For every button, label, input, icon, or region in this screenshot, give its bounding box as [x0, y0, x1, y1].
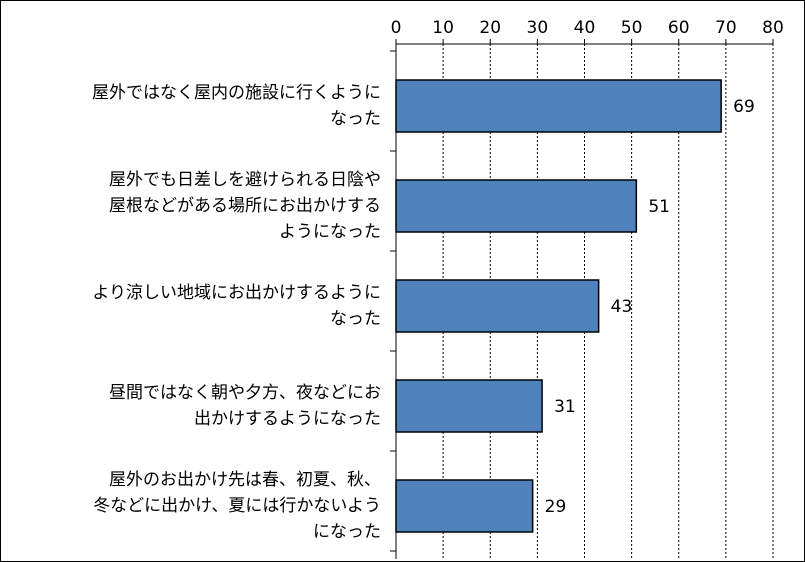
tick-label-60: 60 — [668, 18, 690, 38]
category-label-line: 昼間ではなく朝や夕方、夜などにお — [109, 383, 381, 403]
value-label-5: 29 — [545, 497, 567, 517]
category-label-line: 冬などに出かけ、夏には行かないよう — [93, 496, 381, 516]
category-label-line: より涼しい地域にお出かけするように — [92, 283, 381, 303]
tick-label-20: 20 — [479, 18, 501, 38]
category-label-1: 屋外ではなく屋内の施設に行くようになった — [11, 80, 381, 132]
category-label-line: 屋根などがある場所にお出かけする — [109, 196, 381, 216]
bar-1 — [395, 79, 722, 133]
category-label-line: ようになった — [279, 222, 381, 242]
tick-label-0: 0 — [391, 18, 402, 38]
value-label-1: 69 — [733, 97, 755, 117]
bar-5 — [395, 479, 534, 533]
category-label-5: 屋外のお出かけ先は春、初夏、秋、冬などに出かけ、夏には行かないようになった — [11, 467, 381, 545]
tick-label-50: 50 — [621, 18, 643, 38]
category-label-line: なった — [330, 109, 381, 129]
bar-4 — [395, 379, 543, 433]
tick-label-70: 70 — [715, 18, 737, 38]
bar-3 — [395, 279, 600, 333]
value-label-2: 51 — [648, 197, 670, 217]
tick-label-40: 40 — [574, 18, 596, 38]
category-label-line: 屋外ではなく屋内の施設に行くように — [92, 83, 381, 103]
tick-label-80: 80 — [762, 18, 784, 38]
category-label-line: なった — [330, 309, 381, 329]
category-label-4: 昼間ではなく朝や夕方、夜などにお出かけするようになった — [11, 380, 381, 432]
category-label-line: になった — [313, 522, 381, 542]
tick-label-30: 30 — [527, 18, 549, 38]
category-label-3: より涼しい地域にお出かけするようになった — [11, 280, 381, 332]
category-label-line: 出かけするようになった — [194, 409, 381, 429]
tick-label-10: 10 — [432, 18, 454, 38]
value-label-3: 43 — [611, 297, 633, 317]
category-label-2: 屋外でも日差しを避けられる日陰や 屋根などがある場所にお出かけするようになった — [11, 167, 381, 245]
bar-2 — [395, 179, 638, 233]
category-label-line: 屋外でも日差しを避けられる日陰や — [109, 170, 381, 190]
value-label-4: 31 — [554, 397, 576, 417]
category-label-line: 屋外のお出かけ先は春、初夏、秋、 — [109, 470, 381, 490]
